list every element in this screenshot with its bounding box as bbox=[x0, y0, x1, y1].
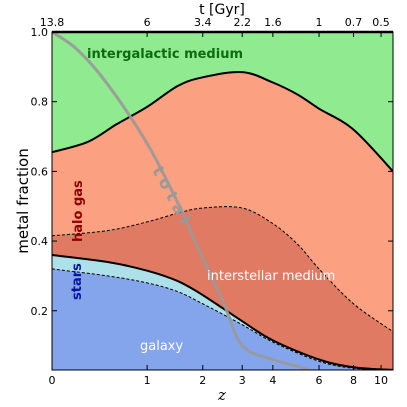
boundary-line-galaxy bbox=[52, 268, 393, 370]
top-tick-label: 1 bbox=[316, 16, 323, 29]
area-galaxy bbox=[52, 268, 393, 370]
y-tick-label: 1.0 bbox=[31, 26, 49, 39]
top-tick-label: 2.2 bbox=[233, 16, 251, 29]
top-tick-label: 0.7 bbox=[345, 16, 363, 29]
boundary-line-interstellar-medium bbox=[52, 206, 393, 333]
region-label-stars: stars bbox=[70, 263, 85, 300]
top-tick-label: 6 bbox=[144, 16, 151, 29]
boundary-line-stars bbox=[52, 254, 393, 370]
x-tick-label: 1 bbox=[144, 374, 151, 387]
x-tick-label: 4 bbox=[269, 374, 276, 387]
x-tick-label: 10 bbox=[374, 374, 388, 387]
y-tick-label: 0.2 bbox=[31, 305, 49, 318]
region-label-intergalactic-medium: intergalactic medium bbox=[87, 47, 243, 62]
boundary-line-halo-gas bbox=[52, 70, 393, 173]
y-tick-label: 0.8 bbox=[31, 96, 49, 109]
x-tick-label: 2 bbox=[199, 374, 206, 387]
y-tick-label: 0.4 bbox=[31, 235, 49, 248]
y-axis-title: metal fraction bbox=[14, 148, 32, 253]
top-axis-title-text: t [Gyr] bbox=[199, 2, 245, 18]
region-label-interstellar-medium: interstellar medium bbox=[207, 269, 335, 284]
top-tick-label: 3.4 bbox=[194, 16, 212, 29]
region-label-galaxy: galaxy bbox=[140, 339, 183, 354]
x-axis-title: z bbox=[217, 386, 226, 404]
y-tick-label: 0.6 bbox=[31, 165, 49, 178]
x-tick-label: 3 bbox=[239, 374, 246, 387]
x-tick-label: 0 bbox=[49, 374, 56, 387]
top-tick-label: 13.8 bbox=[40, 16, 65, 29]
x-tick-label: 6 bbox=[316, 374, 323, 387]
top-axis-title: t [Gyr] bbox=[199, 2, 245, 18]
top-tick-label: 0.5 bbox=[372, 16, 390, 29]
x-tick-label: 8 bbox=[350, 374, 357, 387]
total-curve bbox=[52, 32, 314, 370]
region-label-halo-gas: halo gas bbox=[71, 180, 86, 242]
top-tick-label: 1.6 bbox=[264, 16, 282, 29]
